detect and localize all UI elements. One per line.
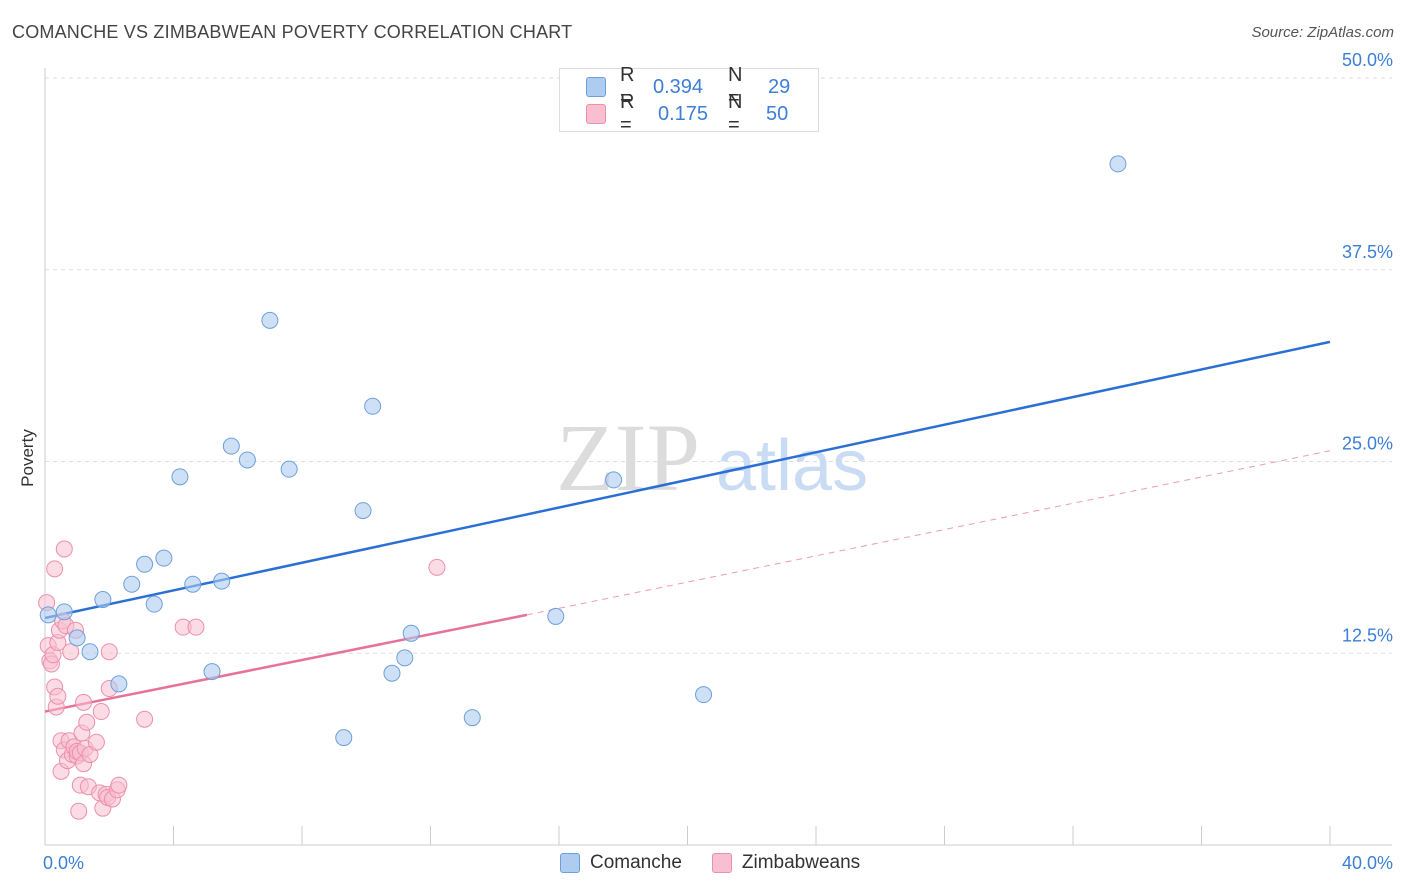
- data-point-comanche: [238, 451, 256, 469]
- y-tick-label: 50.0%: [1342, 50, 1393, 70]
- legend-swatch-zimbabweans: [711, 853, 732, 873]
- data-point-zimbabweans: [55, 540, 73, 558]
- axes: [44, 68, 1392, 846]
- data-point-comanche: [1109, 155, 1127, 173]
- n-value: 29: [768, 75, 791, 98]
- data-point-comanche: [155, 549, 173, 567]
- data-point-comanche: [213, 572, 231, 590]
- y-tick-label: 12.5%: [1342, 625, 1393, 645]
- data-point-zimbabweans: [75, 693, 93, 711]
- legend-swatch-zimbabweans: [586, 104, 606, 124]
- trend-line-zimbabweans-extended: [526, 450, 1331, 616]
- y-axis-label: Poverty: [18, 429, 37, 487]
- watermark-atlas: atlas: [716, 426, 868, 506]
- y-tick-label: 37.5%: [1342, 242, 1393, 262]
- data-point-comanche: [110, 675, 128, 693]
- data-point-comanche: [402, 624, 420, 642]
- legend-label-comanche: Comanche: [590, 852, 682, 873]
- data-point-zimbabweans: [46, 560, 64, 578]
- correlation-legend: R = 0.394 N = 29 R = 0.175 N = 50: [559, 64, 819, 136]
- data-point-comanche: [55, 603, 73, 621]
- chart-title: COMANCHE VS ZIMBABWEAN POVERTY CORRELATI…: [12, 22, 573, 42]
- series-legend: Comanche Zimbabweans: [560, 852, 890, 874]
- data-point-comanche: [547, 607, 565, 625]
- data-point-comanche: [222, 437, 240, 455]
- tick-labels: 12.5% 25.0% 37.5% 50.0% 0.0% 40.0%: [43, 50, 1393, 873]
- source-label: Source: ZipAtlas.com: [1251, 24, 1394, 41]
- watermark: ZIP atlas: [556, 404, 868, 511]
- data-point-zimbabweans: [78, 713, 96, 731]
- data-point-comanche: [354, 502, 372, 520]
- watermark-zip: ZIP: [556, 404, 700, 511]
- trend-lines: [44, 340, 1331, 713]
- data-point-zimbabweans: [187, 618, 205, 636]
- gridlines: [45, 77, 1392, 654]
- n-value: 50: [766, 102, 789, 125]
- data-point-zimbabweans: [110, 776, 128, 794]
- series-comanche: [39, 155, 1127, 747]
- n-label: N =: [728, 64, 743, 109]
- data-point-zimbabweans: [62, 643, 80, 661]
- data-point-comanche: [383, 664, 401, 682]
- data-point-comanche: [203, 663, 221, 681]
- legend-swatch-comanche: [586, 77, 606, 97]
- legend-label-zimbabweans: Zimbabweans: [741, 852, 861, 873]
- legend-item-comanche[interactable]: Comanche: [560, 852, 682, 874]
- data-point-comanche: [39, 606, 57, 624]
- n-label: N =: [728, 91, 743, 136]
- data-point-comanche: [364, 397, 382, 415]
- data-point-zimbabweans: [92, 703, 110, 721]
- data-point-comanche: [695, 686, 713, 704]
- trend-line-zimbabweans: [44, 613, 528, 713]
- r-value: 0.175: [658, 102, 709, 125]
- x-tick-label: 40.0%: [1342, 853, 1393, 873]
- legend-swatch-comanche: [560, 853, 580, 873]
- data-point-comanche: [261, 311, 279, 329]
- data-point-comanche: [145, 595, 163, 613]
- data-point-comanche: [68, 629, 86, 647]
- series-zimbabweans: [38, 540, 446, 820]
- r-label: R =: [620, 91, 635, 136]
- data-point-comanche: [94, 591, 112, 609]
- data-point-zimbabweans: [428, 558, 446, 576]
- data-point-comanche: [463, 709, 481, 727]
- x-tick-label: 0.0%: [43, 853, 84, 873]
- data-point-comanche: [335, 729, 353, 747]
- data-point-comanche: [184, 575, 202, 593]
- data-point-comanche: [280, 460, 298, 478]
- data-point-comanche: [396, 649, 414, 667]
- data-point-zimbabweans: [49, 687, 67, 705]
- r-value: 0.394: [653, 75, 704, 98]
- data-point-zimbabweans: [87, 733, 105, 751]
- data-point-comanche: [81, 643, 99, 661]
- data-point-comanche: [171, 468, 189, 486]
- legend-item-zimbabweans[interactable]: Zimbabweans: [711, 852, 861, 874]
- y-tick-label: 25.0%: [1342, 434, 1393, 454]
- r-label: R =: [620, 64, 635, 109]
- data-point-comanche: [605, 471, 623, 489]
- data-point-comanche: [136, 555, 154, 573]
- data-point-comanche: [123, 575, 141, 593]
- data-point-zimbabweans: [70, 802, 88, 820]
- data-point-zimbabweans: [100, 643, 118, 661]
- data-point-zimbabweans: [136, 710, 154, 728]
- trend-line-comanche: [44, 340, 1331, 620]
